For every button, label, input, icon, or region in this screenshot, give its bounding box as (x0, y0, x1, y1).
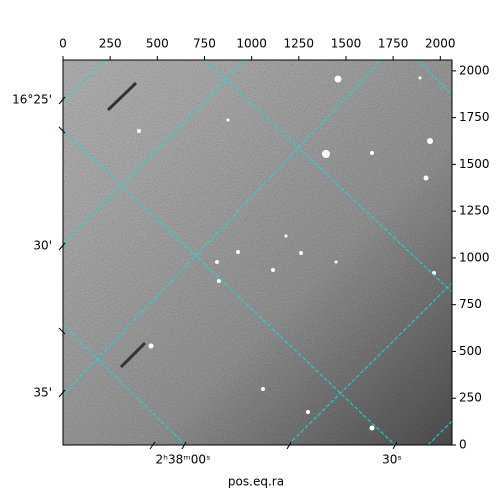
star (369, 425, 375, 431)
star (271, 268, 275, 272)
star (370, 151, 374, 155)
streak (106, 81, 138, 112)
grid-line (417, 60, 452, 96)
dec-tick (58, 327, 66, 335)
grid-line (63, 324, 186, 445)
y-tick-label: 2000 (459, 63, 490, 77)
y-tick-label: 0 (459, 438, 467, 452)
grid-line (63, 60, 383, 396)
ra-tick (149, 441, 156, 450)
star (427, 138, 433, 144)
dec-tick-label: 16°25' (12, 93, 52, 107)
star (334, 75, 342, 83)
x-tick-label: 1500 (331, 37, 362, 51)
star (217, 279, 221, 283)
dec-tick (58, 96, 66, 105)
y-tick-label: 1750 (459, 110, 490, 124)
dec-tick-label: 35' (33, 386, 52, 400)
y-tick-label: 250 (459, 391, 482, 405)
star (306, 410, 310, 414)
frame (62, 59, 453, 446)
dec-ticks (58, 96, 398, 450)
x-axis-label: pos.eq.ra (228, 475, 284, 489)
x-tick-label: 750 (193, 37, 216, 51)
star (148, 343, 154, 349)
ra-tick (181, 441, 187, 450)
x-tick-label: 2000 (425, 37, 456, 51)
ra-tick-label: 2ʰ38ᵐ00ˢ (156, 453, 211, 467)
star (137, 129, 141, 133)
x-tick-label: 1250 (284, 37, 315, 51)
star (236, 250, 240, 254)
dec-tick (58, 389, 66, 398)
x-tick-label: 1750 (378, 37, 409, 51)
star (284, 234, 288, 238)
star (334, 260, 338, 264)
grid-line (63, 60, 106, 103)
x-tick-label: 250 (99, 37, 122, 51)
ra-tick-label: 30ˢ (382, 453, 402, 467)
y-tick-label: 750 (459, 297, 482, 311)
y-tick-label: 500 (459, 344, 482, 358)
dec-tick-label: 30' (33, 239, 52, 253)
x-tick-label: 1000 (236, 37, 267, 51)
ra-tick (286, 441, 292, 450)
grid-line (63, 129, 396, 445)
star (215, 260, 219, 264)
grid-line (204, 60, 452, 293)
y-tick-label: 1500 (459, 157, 490, 171)
y-tick-label: 1000 (459, 250, 490, 264)
star (322, 150, 330, 158)
grid-line (287, 282, 452, 445)
stars (137, 75, 436, 431)
star (226, 118, 230, 122)
sky-image (63, 60, 452, 445)
dec-tick (58, 242, 66, 251)
x-tick-label: 0 (59, 37, 67, 51)
streak (119, 341, 147, 369)
ra-tick (392, 441, 398, 450)
image-noise (63, 60, 452, 445)
dec-tick (58, 126, 66, 134)
star (261, 387, 265, 391)
star (299, 251, 303, 255)
x-tick-label: 500 (146, 37, 169, 51)
star (423, 175, 429, 181)
grid-line (63, 60, 246, 245)
star (418, 76, 422, 80)
y-tick-label: 1250 (459, 204, 490, 218)
world-grid (63, 60, 452, 445)
